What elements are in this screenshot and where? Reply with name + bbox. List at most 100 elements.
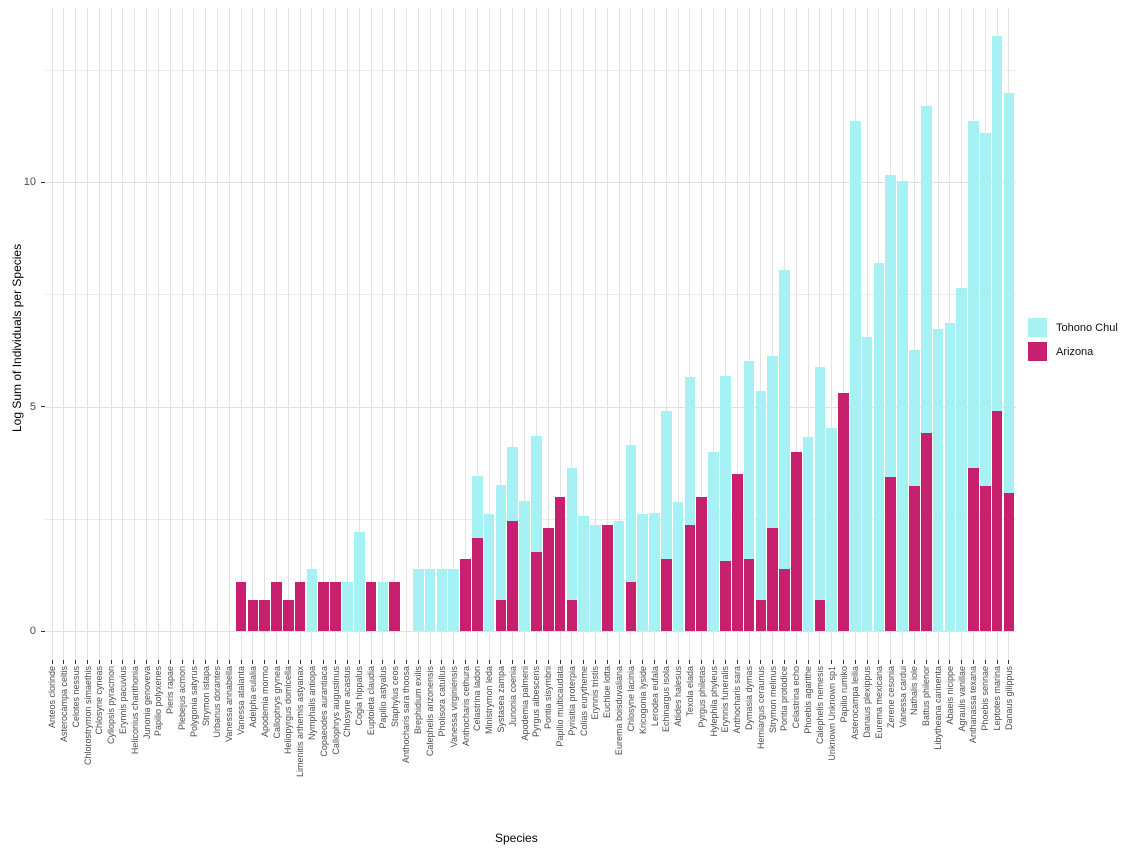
x-axis-tick <box>51 660 53 664</box>
x-axis-label: Zerene cesonia <box>885 666 896 729</box>
y-axis-tick <box>41 181 45 183</box>
bar-arizona-euchloe-lotta <box>601 524 613 631</box>
x-axis-label: Celastrina ladon <box>472 666 483 732</box>
x-axis-tick <box>228 660 230 664</box>
x-axis-label: Vanessa cardui <box>897 666 908 728</box>
x-axis-label: Texola elada <box>684 666 695 717</box>
x-axis-label: Hylephila phyleus <box>708 666 719 737</box>
bar-tohono-chul-apodemia-palmerii <box>519 500 530 631</box>
x-axis-tick <box>713 660 715 664</box>
x-axis-label: Strymon melinus <box>767 666 778 734</box>
x-axis-tick <box>205 660 207 664</box>
x-axis-label: Lerodea eufala <box>649 666 660 727</box>
x-axis-tick <box>854 660 856 664</box>
bar-arizona-calephelis-nemesis <box>814 600 826 631</box>
bar-tohono-chul-erynnis-tristis <box>590 525 601 631</box>
bar-tohono-chul-hylephila-phyleus <box>708 451 719 631</box>
bar-tohono-chul-ministrymon-leda <box>483 513 495 631</box>
bar-tohono-chul-phoebis-agarithe <box>802 437 814 631</box>
x-axis-label: Anteos clorinde <box>47 666 58 729</box>
bar-tohono-chul-pholisora-catullus <box>436 568 448 631</box>
x-axis-tick <box>760 660 762 664</box>
x-gridline <box>535 8 537 660</box>
x-axis-tick <box>524 660 526 664</box>
x-axis-label: Abaeis nicippe <box>944 666 955 725</box>
x-gridline <box>87 8 89 660</box>
bar-arizona-heliopyrgus-domicella <box>283 600 294 631</box>
x-axis-label: Brephidium exilis <box>413 666 424 735</box>
legend-label: Tohono Chul <box>1056 321 1118 334</box>
x-axis-tick <box>417 660 419 664</box>
bar-tohono-chul-colias-eurytheme <box>578 516 589 631</box>
x-gridline <box>606 8 608 660</box>
bar-tohono-chul-phoebis-sennae <box>979 132 991 631</box>
x-gridline <box>299 8 301 660</box>
bar-arizona-echinargus-isola <box>661 558 672 631</box>
x-gridline <box>913 8 915 660</box>
x-axis-label: Celastrina echo <box>791 666 802 729</box>
bar-arizona-pyrisitia-proterpia <box>566 600 578 631</box>
x-axis-tick <box>559 660 561 664</box>
x-axis-tick <box>335 660 337 664</box>
x-axis-label: Papilio polyxenes <box>153 666 164 737</box>
x-axis-label: Leptotes marina <box>992 666 1003 731</box>
x-axis-tick <box>169 660 171 664</box>
bar-arizona-strymon-melinus <box>767 527 778 631</box>
x-axis-label: Pyrgus philetas <box>696 666 707 728</box>
bar-arizona-staphylus-ceos <box>389 581 400 631</box>
x-axis-label: Anthocharis sara <box>732 666 743 734</box>
x-axis-tick <box>75 660 77 664</box>
x-gridline <box>795 8 797 660</box>
x-axis-label: Erynnis tristis <box>590 666 601 720</box>
x-axis-label: Staphylus ceos <box>389 666 400 728</box>
bar-tohono-chul-libytheana-carinenta <box>932 328 944 631</box>
x-gridline <box>358 8 360 660</box>
x-axis-label: Chlosyne lacinia <box>625 666 636 732</box>
x-gridline <box>63 8 65 660</box>
bar-tohono-chul-danaus-gilippus <box>1003 92 1015 631</box>
bar-tohono-chul-agraulis-vanillae <box>956 288 967 631</box>
bar-arizona-pyrgus-philetas <box>696 496 708 631</box>
bar-arizona-erynnis-funeralis <box>720 560 731 631</box>
bar-tohono-chul-brephidium-exilis <box>412 568 424 631</box>
x-axis-tick <box>701 660 703 664</box>
x-axis-label: Papilio astyalus <box>377 666 388 729</box>
bar-tohono-chul-leptotes-marina <box>991 35 1003 631</box>
x-axis-tick <box>429 660 431 664</box>
bar-tohono-chul-lerodea-eufala <box>649 513 660 631</box>
x-axis-label: Papilio rumiko <box>838 666 849 723</box>
x-gridline <box>524 8 526 660</box>
x-axis-tick <box>240 660 242 664</box>
x-axis-label: Anthocharis cethura <box>460 666 471 747</box>
x-axis-tick <box>736 660 738 664</box>
bar-tohono-chul-eurema-mexicana <box>873 263 885 631</box>
y-gridline-minor <box>45 294 1016 296</box>
legend: Tohono Chul Arizona <box>1028 318 1118 366</box>
x-axis-label: Nymphalis antiopa <box>306 666 317 741</box>
x-gridline <box>665 8 667 660</box>
x-axis-label: Pholisora catullus <box>436 666 447 737</box>
x-gridline <box>429 8 431 660</box>
bar-arizona-anthocharis-sara <box>731 474 743 631</box>
bar-arizona-phoebis-sennae <box>979 486 991 631</box>
x-axis-tick <box>193 660 195 664</box>
x-axis-tick <box>405 660 407 664</box>
x-axis-tick <box>63 660 65 664</box>
x-axis-label: Erynnis pacuvius <box>117 666 128 735</box>
bar-tohono-chul-anthanassa-texana <box>968 120 979 631</box>
bar-arizona-leptotes-marina <box>991 411 1003 631</box>
bar-arizona-battus-philenor <box>920 432 932 631</box>
bar-tohono-chul-strymon-melinus <box>767 356 778 631</box>
x-axis-tick <box>500 660 502 664</box>
x-axis-label: Euptoieta claudia <box>366 666 377 736</box>
x-gridline <box>122 8 124 660</box>
x-axis-label: Urbanus dorantes <box>212 666 223 738</box>
y-gridline-minor <box>45 69 1016 71</box>
x-axis-tick <box>795 660 797 664</box>
x-axis-label: Pontia sisymbrii <box>543 666 554 730</box>
x-axis-label: Anthanassa texana <box>968 666 979 744</box>
x-axis-tick <box>618 660 620 664</box>
x-axis-label: Pyrisitia proterpia <box>566 666 577 736</box>
x-axis-tick <box>925 660 927 664</box>
x-gridline <box>642 8 644 660</box>
